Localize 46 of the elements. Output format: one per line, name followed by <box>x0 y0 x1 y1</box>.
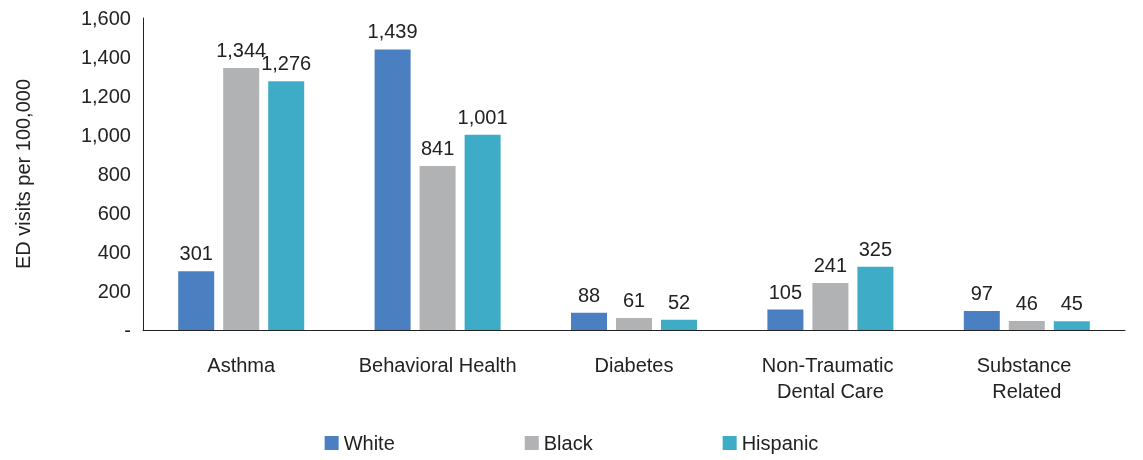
data-label: 46 <box>1015 292 1038 315</box>
bar <box>812 283 849 330</box>
y-tick-label: - <box>124 319 131 341</box>
bar <box>374 49 411 330</box>
bar <box>464 134 501 330</box>
data-label: 52 <box>667 290 691 313</box>
data-label: 1,439 <box>367 20 418 43</box>
legend-label: White <box>343 432 395 454</box>
data-label: 45 <box>1060 292 1083 315</box>
y-axis-title: ED visits per 100,000 <box>12 78 34 270</box>
bar <box>178 271 215 330</box>
y-tick-label: 1,400 <box>80 46 131 68</box>
bar <box>223 67 260 330</box>
bar <box>268 81 305 330</box>
data-label: 1,001 <box>457 105 508 128</box>
data-label: 841 <box>420 137 455 160</box>
x-tick-label: Behavioral Health <box>358 354 517 376</box>
y-tick-label: 200 <box>97 280 131 302</box>
bar <box>857 266 894 330</box>
legend-label: Black <box>543 432 594 454</box>
x-tick-label: Diabetes <box>594 354 674 376</box>
bar <box>1053 321 1090 330</box>
y-tick-label: 1,200 <box>80 85 131 107</box>
data-label: 88 <box>577 283 601 306</box>
data-label: 325 <box>858 237 893 260</box>
x-tick-label: Non-Traumatic Dental Care <box>761 354 899 402</box>
data-label: 105 <box>768 280 803 303</box>
y-tick-label: 400 <box>97 241 131 263</box>
bar <box>1008 321 1045 330</box>
x-tick-label: Asthma <box>207 354 276 376</box>
data-label: 61 <box>622 289 646 312</box>
bar <box>616 318 652 330</box>
y-tick-label: 600 <box>97 202 131 224</box>
bar <box>571 312 607 330</box>
y-tick-label: 1,000 <box>80 124 131 146</box>
data-label: 301 <box>179 242 213 265</box>
bar <box>767 309 804 330</box>
bar <box>419 166 456 330</box>
x-tick-label: Substance Related <box>976 354 1077 402</box>
bar <box>661 319 697 330</box>
y-tick-label: 1,600 <box>80 7 131 29</box>
data-label: 97 <box>970 282 993 305</box>
y-tick-label: 800 <box>97 163 131 185</box>
data-label: 241 <box>813 254 848 277</box>
bar <box>963 311 1000 330</box>
legend-label: Hispanic <box>741 432 819 454</box>
